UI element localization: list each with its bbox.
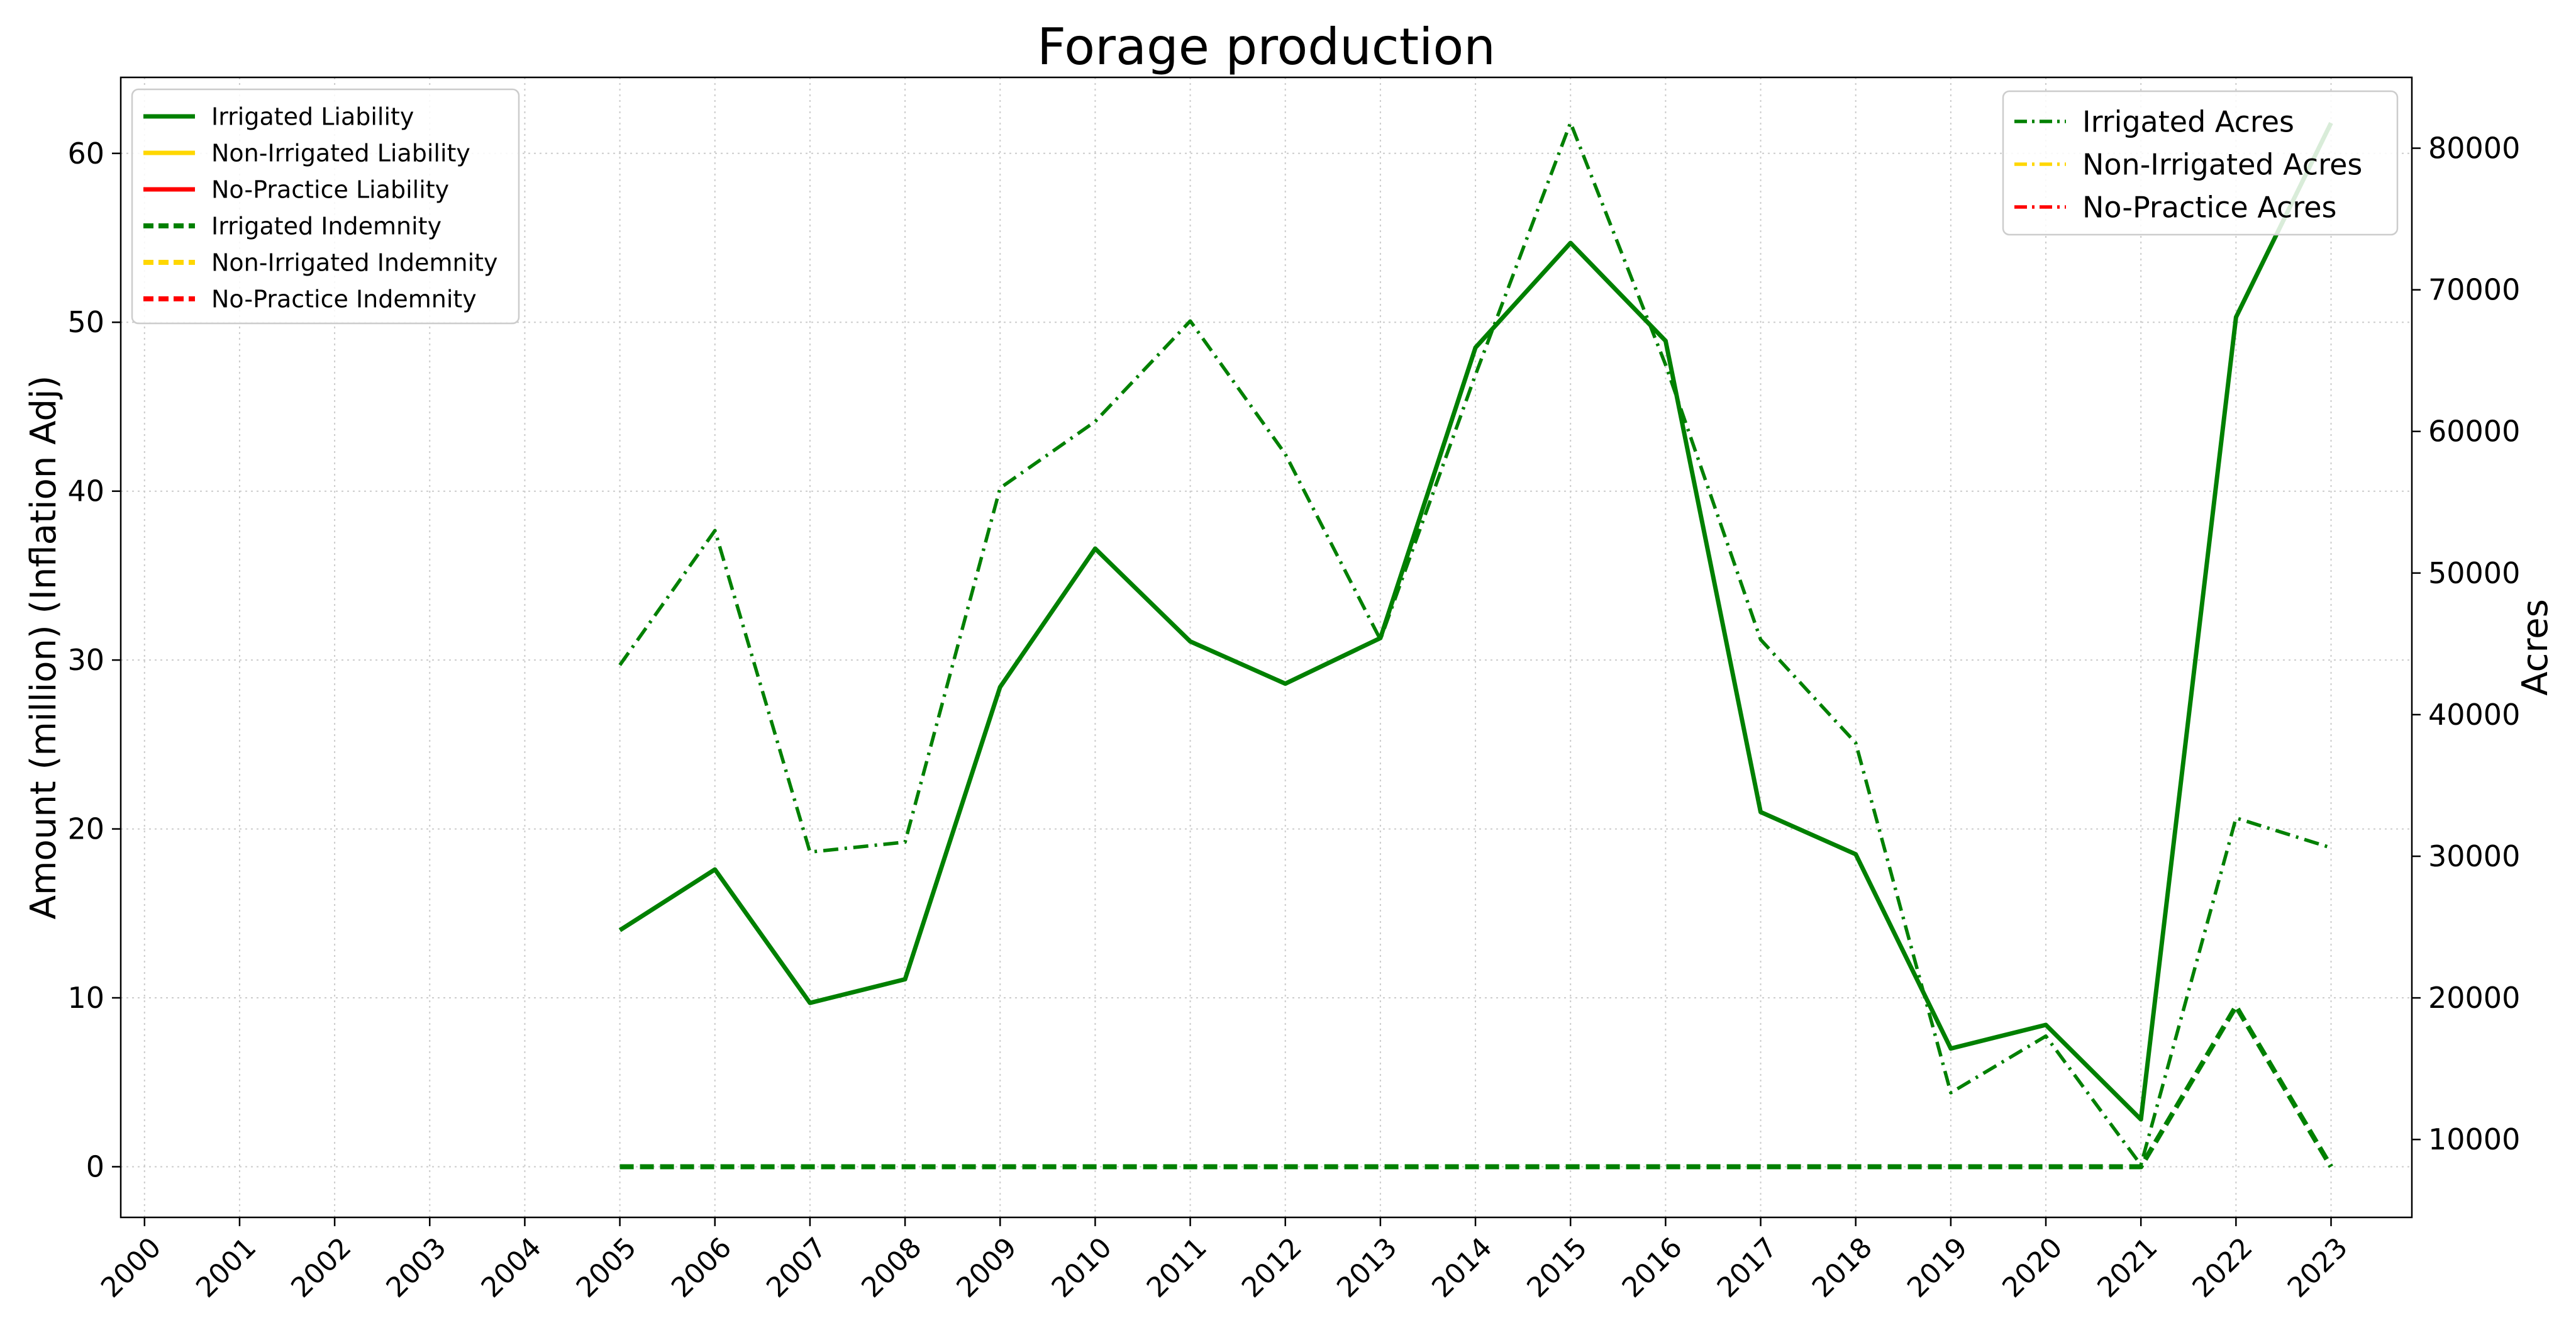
y2-tick-label: 50000 — [2428, 556, 2520, 590]
y2-tick-label: 60000 — [2428, 415, 2520, 449]
x-tick-label: 2023 — [2282, 1231, 2354, 1304]
y2-tick-label: 40000 — [2428, 698, 2520, 732]
series-line-irrigated-liability — [618, 121, 2333, 1122]
legend-label: No-Practice Acres — [2082, 191, 2336, 225]
chart-title: Forage production — [1037, 18, 1496, 76]
x-tick-label: 2017 — [1711, 1231, 1784, 1304]
series-layer — [618, 121, 2333, 1170]
y-tick-label: 50 — [67, 305, 104, 339]
y-axis-label: Amount (million) (Inflation Adj) — [23, 376, 64, 920]
x-tick-label: 2004 — [475, 1231, 548, 1304]
x-tick-label: 2012 — [1236, 1231, 1308, 1304]
y-tick-label: 60 — [67, 137, 104, 170]
x-tick-label: 2019 — [1901, 1231, 1974, 1304]
y-tick-label: 0 — [86, 1149, 104, 1183]
legend-label: Non-Irrigated Liability — [211, 140, 470, 167]
y2-tick-label: 70000 — [2428, 273, 2520, 307]
x-tick-label: 2005 — [570, 1231, 643, 1304]
y2-tick-label: 80000 — [2428, 131, 2520, 165]
x-tick-label: 2013 — [1331, 1231, 1403, 1304]
x-tick-label: 2016 — [1616, 1231, 1689, 1304]
series-line-irrigated-indemnity — [619, 1003, 2333, 1170]
x-tick-label: 2021 — [2091, 1231, 2163, 1304]
legend-label: No-Practice Indemnity — [211, 286, 477, 313]
x-tick-label: 2002 — [285, 1231, 357, 1304]
legend-box — [2002, 90, 2399, 236]
legend-box — [131, 88, 520, 325]
x-tick-label: 2018 — [1806, 1231, 1879, 1304]
x-tick-label: 2003 — [380, 1231, 452, 1304]
x-tick-label: 2008 — [855, 1231, 928, 1304]
legend-label: No-Practice Liability — [211, 176, 449, 204]
x-tick-label: 2006 — [665, 1231, 738, 1304]
y2-tick-label: 30000 — [2428, 839, 2520, 873]
legend-label: Irrigated Acres — [2082, 105, 2294, 139]
series-line-irrigated-acres — [618, 121, 2332, 1167]
y-tick-label: 30 — [67, 643, 104, 677]
x-tick-label: 2020 — [1996, 1231, 2068, 1304]
x-tick-label: 2014 — [1426, 1231, 1498, 1304]
y2-tick-label: 10000 — [2428, 1122, 2520, 1156]
legend-label: Non-Irrigated Acres — [2082, 148, 2362, 182]
legend-label: Non-Irrigated Indemnity — [211, 249, 498, 277]
y-tick-label: 20 — [67, 812, 104, 846]
y2-tick-label: 20000 — [2428, 981, 2520, 1015]
x-tick-label: 2015 — [1521, 1231, 1593, 1304]
x-tick-label: 2022 — [2187, 1231, 2259, 1304]
y2-axis-label: Acres — [2515, 599, 2556, 696]
legend-left: Irrigated Liability Non-Irrigated Liabili… — [131, 88, 520, 325]
legend-label: Irrigated Indemnity — [211, 213, 441, 240]
x-tick-label: 2000 — [95, 1231, 167, 1304]
x-tick-label: 2011 — [1141, 1231, 1213, 1304]
x-tick-label: 2009 — [950, 1231, 1023, 1304]
x-tick-label: 2010 — [1046, 1231, 1118, 1304]
y-tick-label: 10 — [67, 981, 104, 1015]
y-tick-label: 40 — [67, 474, 104, 508]
plot-frame — [119, 76, 2413, 1219]
x-tick-label: 2001 — [190, 1231, 262, 1304]
legend-label: Irrigated Liability — [211, 103, 414, 131]
legend-right: Irrigated Acres Non-Irrigated Acres No-Pra… — [2002, 90, 2399, 236]
x-tick-label: 2007 — [760, 1231, 833, 1304]
